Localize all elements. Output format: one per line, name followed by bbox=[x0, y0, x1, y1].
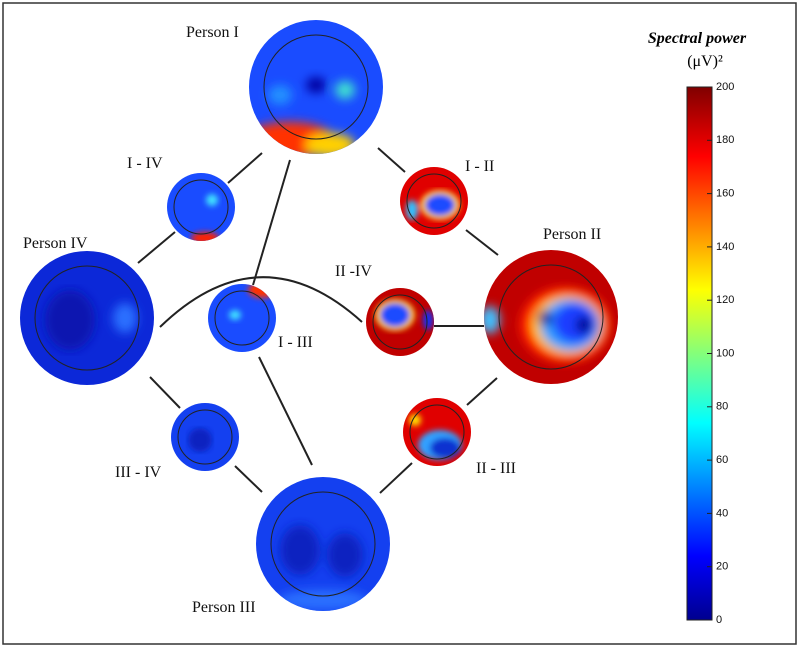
tick-label: 160 bbox=[716, 188, 734, 200]
topomap bbox=[256, 477, 390, 611]
topomap bbox=[249, 20, 383, 154]
topomap bbox=[208, 284, 276, 352]
tick-label: 40 bbox=[716, 507, 728, 519]
colorbar-unit: (μV)² bbox=[687, 53, 723, 70]
tick-label: 100 bbox=[716, 347, 734, 359]
node-label: I - IV bbox=[127, 155, 163, 172]
node-label: I - II bbox=[465, 158, 494, 175]
topomap bbox=[366, 288, 434, 356]
node-label: Person III bbox=[192, 599, 256, 616]
node-label: II - III bbox=[476, 460, 516, 477]
node-label: III - IV bbox=[115, 464, 162, 481]
tick-label: 180 bbox=[716, 134, 734, 146]
node-label: Person I bbox=[186, 24, 239, 41]
node-label: I - III bbox=[278, 334, 313, 351]
tick-label: 0 bbox=[716, 614, 722, 626]
topomap bbox=[167, 173, 235, 241]
tick-label: 120 bbox=[716, 294, 734, 306]
tick-label: 20 bbox=[716, 561, 728, 573]
topomap bbox=[400, 167, 468, 235]
topomap bbox=[20, 251, 154, 385]
topomap bbox=[171, 403, 239, 471]
colorbar-title: Spectral power bbox=[648, 30, 747, 47]
topomap bbox=[484, 250, 618, 384]
tick-label: 140 bbox=[716, 241, 734, 253]
tick-label: 80 bbox=[716, 401, 728, 413]
node-label: Person II bbox=[543, 226, 601, 243]
topomap bbox=[403, 398, 471, 466]
tick-label: 60 bbox=[716, 454, 728, 466]
node-label: Person IV bbox=[23, 235, 88, 252]
node-label: II -IV bbox=[335, 263, 372, 280]
colorbar-ticks: 0 20 40 60 80 100 120 140 160 180 200 bbox=[707, 81, 734, 626]
connectors bbox=[137, 147, 499, 494]
tick-label: 200 bbox=[716, 81, 734, 93]
